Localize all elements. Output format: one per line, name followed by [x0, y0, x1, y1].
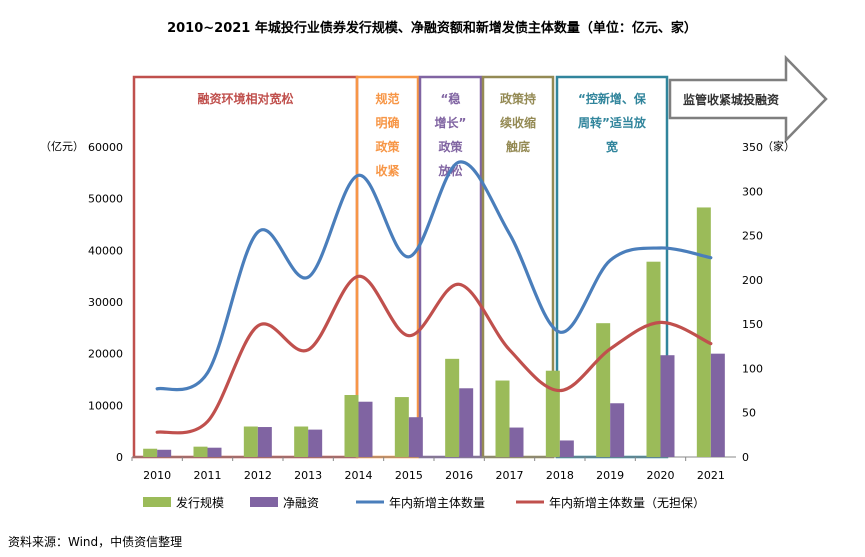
y-left-tick-label: 10000 — [88, 399, 123, 412]
bar-net-financing — [610, 403, 625, 457]
x-tick-label: 2015 — [395, 469, 423, 482]
y-left-tick-label: 60000 — [88, 141, 123, 154]
bar-issuance — [394, 397, 409, 457]
bar-issuance — [143, 448, 158, 457]
chart-title: 2010~2021 年城投行业债券发行规模、净融资额和新增发债主体数量（单位：亿… — [167, 20, 697, 36]
line-new-issuers-unsecured — [155, 274, 713, 435]
y-left-unit: （亿元） — [40, 140, 84, 153]
x-tick-label: 2021 — [697, 469, 725, 482]
period-label: 规范 — [375, 91, 399, 106]
x-tick-label: 2019 — [596, 469, 624, 482]
period-label: 续收缩 — [500, 115, 536, 130]
legend-swatch — [250, 497, 278, 507]
bar-net-financing — [509, 427, 524, 457]
x-tick-label: 2018 — [546, 469, 574, 482]
x-tick-label: 2012 — [244, 469, 272, 482]
watermark: 知乎 @讯哥说房 — [694, 515, 818, 535]
period-label: 政策 — [375, 139, 400, 154]
period-label: 触底 — [506, 139, 530, 154]
bar-issuance — [294, 426, 309, 457]
period-box — [355, 75, 420, 459]
period-label: 融资环境相对宽松 — [197, 91, 293, 106]
bar-issuance — [495, 380, 510, 457]
legend-label: 年内新增主体数量 — [389, 495, 485, 510]
x-tick-label: 2020 — [647, 469, 675, 482]
y-right-tick-label: 100 — [742, 362, 763, 375]
period-label: 收紧 — [375, 163, 399, 178]
bars — [143, 207, 725, 457]
lines — [155, 160, 713, 435]
bar-issuance — [646, 261, 661, 457]
period-label: 政策持 — [500, 91, 536, 106]
bar-issuance — [243, 426, 258, 457]
y-left-tick-label: 50000 — [88, 193, 123, 206]
bar-net-financing — [660, 355, 675, 457]
bar-issuance — [596, 323, 611, 457]
y-left-tick-label: 40000 — [88, 244, 123, 257]
bar-issuance — [696, 207, 711, 457]
bar-net-financing — [710, 353, 725, 457]
bar-net-financing — [358, 401, 373, 457]
legend-label: 发行规模 — [176, 495, 224, 510]
bar-net-financing — [157, 449, 172, 457]
bar-issuance — [344, 395, 359, 457]
period-box — [481, 75, 555, 459]
y-right-tick-label: 150 — [742, 318, 763, 331]
axes: 0 10000 20000 30000 40000 50000 60000 0 50 100 150… — [40, 139, 795, 482]
period-arrow — [668, 54, 828, 144]
x-tick-label: 2013 — [294, 469, 322, 482]
y-right-tick-label: 0 — [742, 451, 749, 464]
bar-net-financing — [207, 447, 222, 457]
period-label: 宽 — [605, 139, 618, 154]
legend-label: 年内新增主体数量（无担保） — [549, 495, 705, 510]
x-tick-label: 2010 — [143, 469, 171, 482]
legend-swatch — [143, 497, 171, 507]
bar-net-financing — [308, 429, 323, 457]
x-tick-label: 2014 — [345, 469, 373, 482]
x-tick-label: 2016 — [445, 469, 473, 482]
period-label: 政策 — [438, 139, 463, 154]
y-left-tick-label: 30000 — [88, 296, 123, 309]
bar-issuance — [545, 370, 560, 457]
period-box — [132, 75, 359, 459]
period-boxes: 融资环境相对宽松 规范明确政策收紧“稳增长”政策放松政策持续收缩触底“控新增、保周… — [132, 54, 828, 459]
bar-issuance — [445, 358, 460, 457]
y-right-tick-label: 350 — [742, 141, 763, 154]
period-label: 明确 — [375, 115, 399, 130]
y-left-tick-label: 0 — [116, 451, 123, 464]
y-right-unit: （家） — [762, 139, 795, 153]
period-label: “控新增、保 — [578, 91, 647, 106]
period-label: 监管收紧城投融资 — [683, 92, 779, 107]
bar-net-financing — [257, 427, 272, 457]
y-right-tick-label: 300 — [742, 185, 763, 198]
period-label: “稳 — [441, 91, 461, 106]
x-tick-label: 2011 — [194, 469, 222, 482]
period-label: 增长” — [435, 115, 467, 130]
y-left-tick-label: 20000 — [88, 348, 123, 361]
bar-net-financing — [559, 440, 574, 457]
y-right-tick-label: 250 — [742, 230, 763, 243]
x-tick-label: 2017 — [496, 469, 524, 482]
y-right-tick-label: 50 — [742, 407, 756, 420]
legend: 发行规模 净融资 年内新增主体数量 年内新增主体数量（无担保） — [143, 495, 705, 510]
bar-net-financing — [408, 417, 423, 457]
source-note: 资料来源：Wind，中债资信整理 — [8, 534, 182, 549]
legend-label: 净融资 — [283, 496, 319, 510]
bar-issuance — [193, 446, 208, 457]
period-label: 周转”适当放 — [578, 115, 647, 130]
bar-net-financing — [459, 388, 474, 457]
line-new-issuers — [155, 160, 713, 392]
y-right-tick-label: 200 — [742, 274, 763, 287]
